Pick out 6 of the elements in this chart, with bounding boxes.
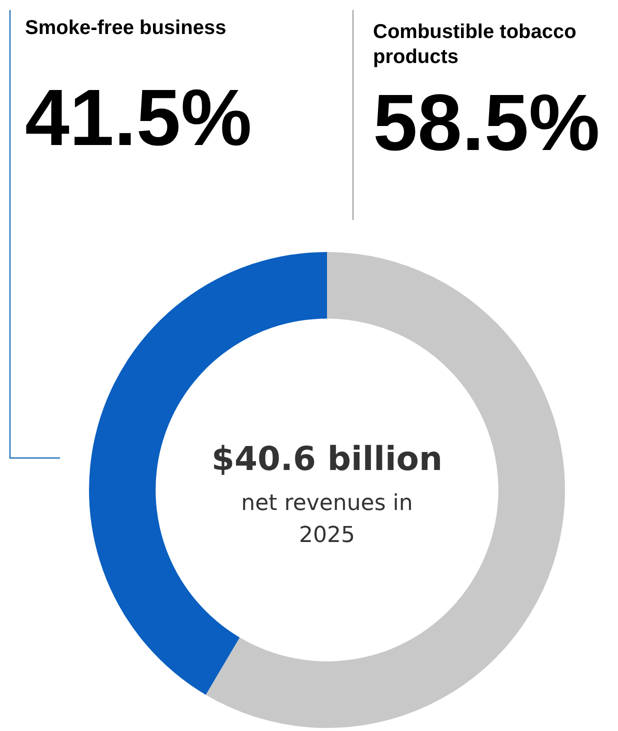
text: $40.6 billion <box>212 439 442 478</box>
slice-label: Combustible tobacco products <box>373 21 576 68</box>
text: net revenues in 2025 <box>241 491 413 548</box>
slice-label: Smoke-free business <box>25 17 226 39</box>
data-label: 41.5% <box>25 73 252 162</box>
data-label: 58.5% <box>373 78 600 167</box>
